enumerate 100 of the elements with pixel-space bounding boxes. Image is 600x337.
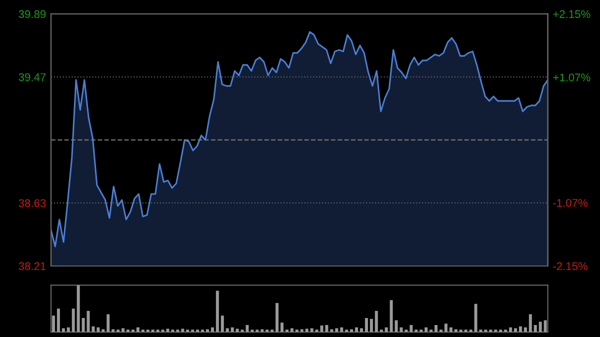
bar [394,320,398,332]
bar [131,330,134,332]
bar [260,329,264,332]
bar [440,330,442,332]
bar [112,329,115,332]
bar [295,330,298,332]
y2-tick-label: -1.07% [553,198,588,207]
bar [384,327,388,332]
bar [414,330,418,332]
bar [434,324,438,332]
bar [171,330,174,332]
bar [116,330,120,332]
bar [484,330,488,332]
bar [300,329,304,332]
bar [72,308,75,332]
bar [449,327,452,332]
bar [76,285,80,332]
bar [176,330,180,332]
bar [102,329,105,332]
bar [380,330,383,332]
bar [216,290,219,332]
bar [230,327,234,332]
bar [430,330,433,332]
bar [315,330,318,332]
bar [141,330,144,332]
bar [469,330,472,332]
bar [330,329,334,332]
y2-tick-label: +2.15% [553,10,590,18]
bar [340,327,344,332]
bar [226,328,229,332]
bar [276,302,279,332]
bar [270,330,274,332]
bar [524,327,527,332]
bar [280,322,284,332]
bar [325,324,328,332]
y-tick-label: 39.89 [18,10,46,18]
y2-tick-label: +1.07% [553,74,590,82]
bar [310,328,314,332]
bar [156,330,160,332]
bar [345,330,348,332]
bar [82,318,85,332]
bar [494,330,498,332]
bar [191,330,194,332]
bar [444,324,448,332]
bar [424,327,428,332]
bar [528,314,532,332]
y2-tick-label: -2.15% [553,262,588,270]
bar [122,328,125,332]
bar [518,326,522,332]
bar [201,330,204,332]
bar [454,329,458,332]
bar [62,328,65,332]
bar [236,328,239,332]
bar [106,314,110,332]
bar [305,328,308,332]
bar [196,330,200,332]
bar [404,330,408,332]
bar [464,330,468,332]
bar [355,327,358,332]
bar [509,327,512,332]
y-tick-label: 38.21 [18,262,46,270]
bar [370,318,373,332]
bar [459,330,462,332]
y-tick-label: 38.63 [18,199,46,208]
bar [256,330,259,332]
bar [146,330,150,332]
bar [290,328,294,332]
bar [181,328,184,332]
bar [544,320,547,332]
bar [186,330,190,332]
bar [410,324,413,332]
y-tick-label: 39.47 [18,73,46,82]
bar [350,329,354,332]
bar [250,330,254,332]
bar [364,318,368,332]
bar [390,300,393,332]
bar [161,330,164,332]
bar [285,330,288,332]
bar [489,330,492,332]
bar [206,329,209,332]
bar [151,330,154,332]
bar [66,327,70,332]
bar [220,316,224,332]
bar [335,328,338,332]
bar [56,308,60,332]
bar [96,327,100,332]
bar [534,324,537,332]
bar [166,328,170,332]
bar [538,322,542,332]
bar [360,328,363,332]
bar [514,328,517,332]
bar [420,330,423,332]
bar [374,310,378,332]
bar [499,330,502,332]
bar [210,327,214,332]
bar [126,330,130,332]
bar [504,330,508,332]
bar [136,327,140,332]
bar [52,316,55,332]
bar [266,330,269,332]
